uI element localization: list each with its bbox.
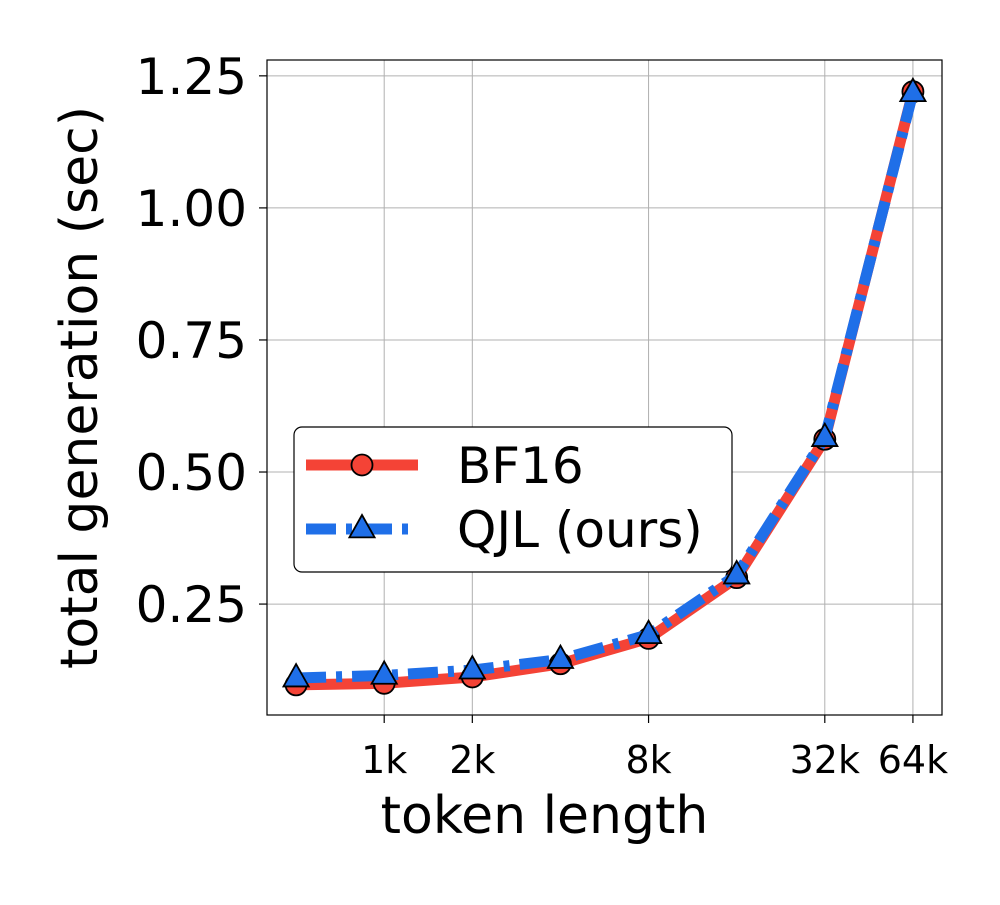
legend-entry: BF16 bbox=[306, 437, 584, 495]
x-tick-label: 1k bbox=[361, 738, 407, 782]
series-line bbox=[295, 91, 919, 684]
data-point bbox=[634, 618, 663, 645]
data-point bbox=[722, 559, 751, 585]
series-lines bbox=[281, 76, 928, 697]
y-tick-label: 0.75 bbox=[136, 312, 247, 370]
y-axis-title: total generation (sec) bbox=[50, 106, 110, 669]
legend-marker bbox=[347, 513, 377, 539]
data-point bbox=[370, 659, 399, 685]
y-tick-label: 0.25 bbox=[136, 576, 247, 634]
y-tick-label: 1.25 bbox=[136, 48, 247, 106]
legend-label: QJL (ours) bbox=[457, 501, 703, 559]
x-axis-title: token length bbox=[381, 786, 709, 846]
data-point bbox=[281, 662, 311, 688]
legend-label: BF16 bbox=[457, 437, 584, 495]
x-tick-label: 64k bbox=[878, 738, 948, 782]
data-point bbox=[458, 654, 487, 680]
series-0 bbox=[284, 80, 925, 697]
data-point bbox=[546, 643, 575, 669]
legend: BF16 QJL (ours) bbox=[293, 426, 733, 573]
data-point bbox=[810, 421, 839, 447]
x-tick-label: 32k bbox=[790, 738, 860, 782]
legend-marker bbox=[350, 453, 374, 477]
y-tick-label: 1.00 bbox=[136, 180, 247, 238]
legend-entry: QJL (ours) bbox=[306, 501, 703, 559]
series-1 bbox=[281, 76, 928, 688]
x-tick-label: 8k bbox=[625, 738, 671, 782]
data-point bbox=[898, 76, 928, 103]
y-tick-label: 0.50 bbox=[136, 444, 247, 502]
series-line bbox=[296, 90, 919, 691]
plot-frame bbox=[266, 59, 943, 716]
x-tick-label: 2k bbox=[449, 738, 495, 782]
axis-ticks: 1k 2k 8k 32k 64k 0.25 0.50 0.75 1.00 1.25 bbox=[136, 48, 948, 782]
